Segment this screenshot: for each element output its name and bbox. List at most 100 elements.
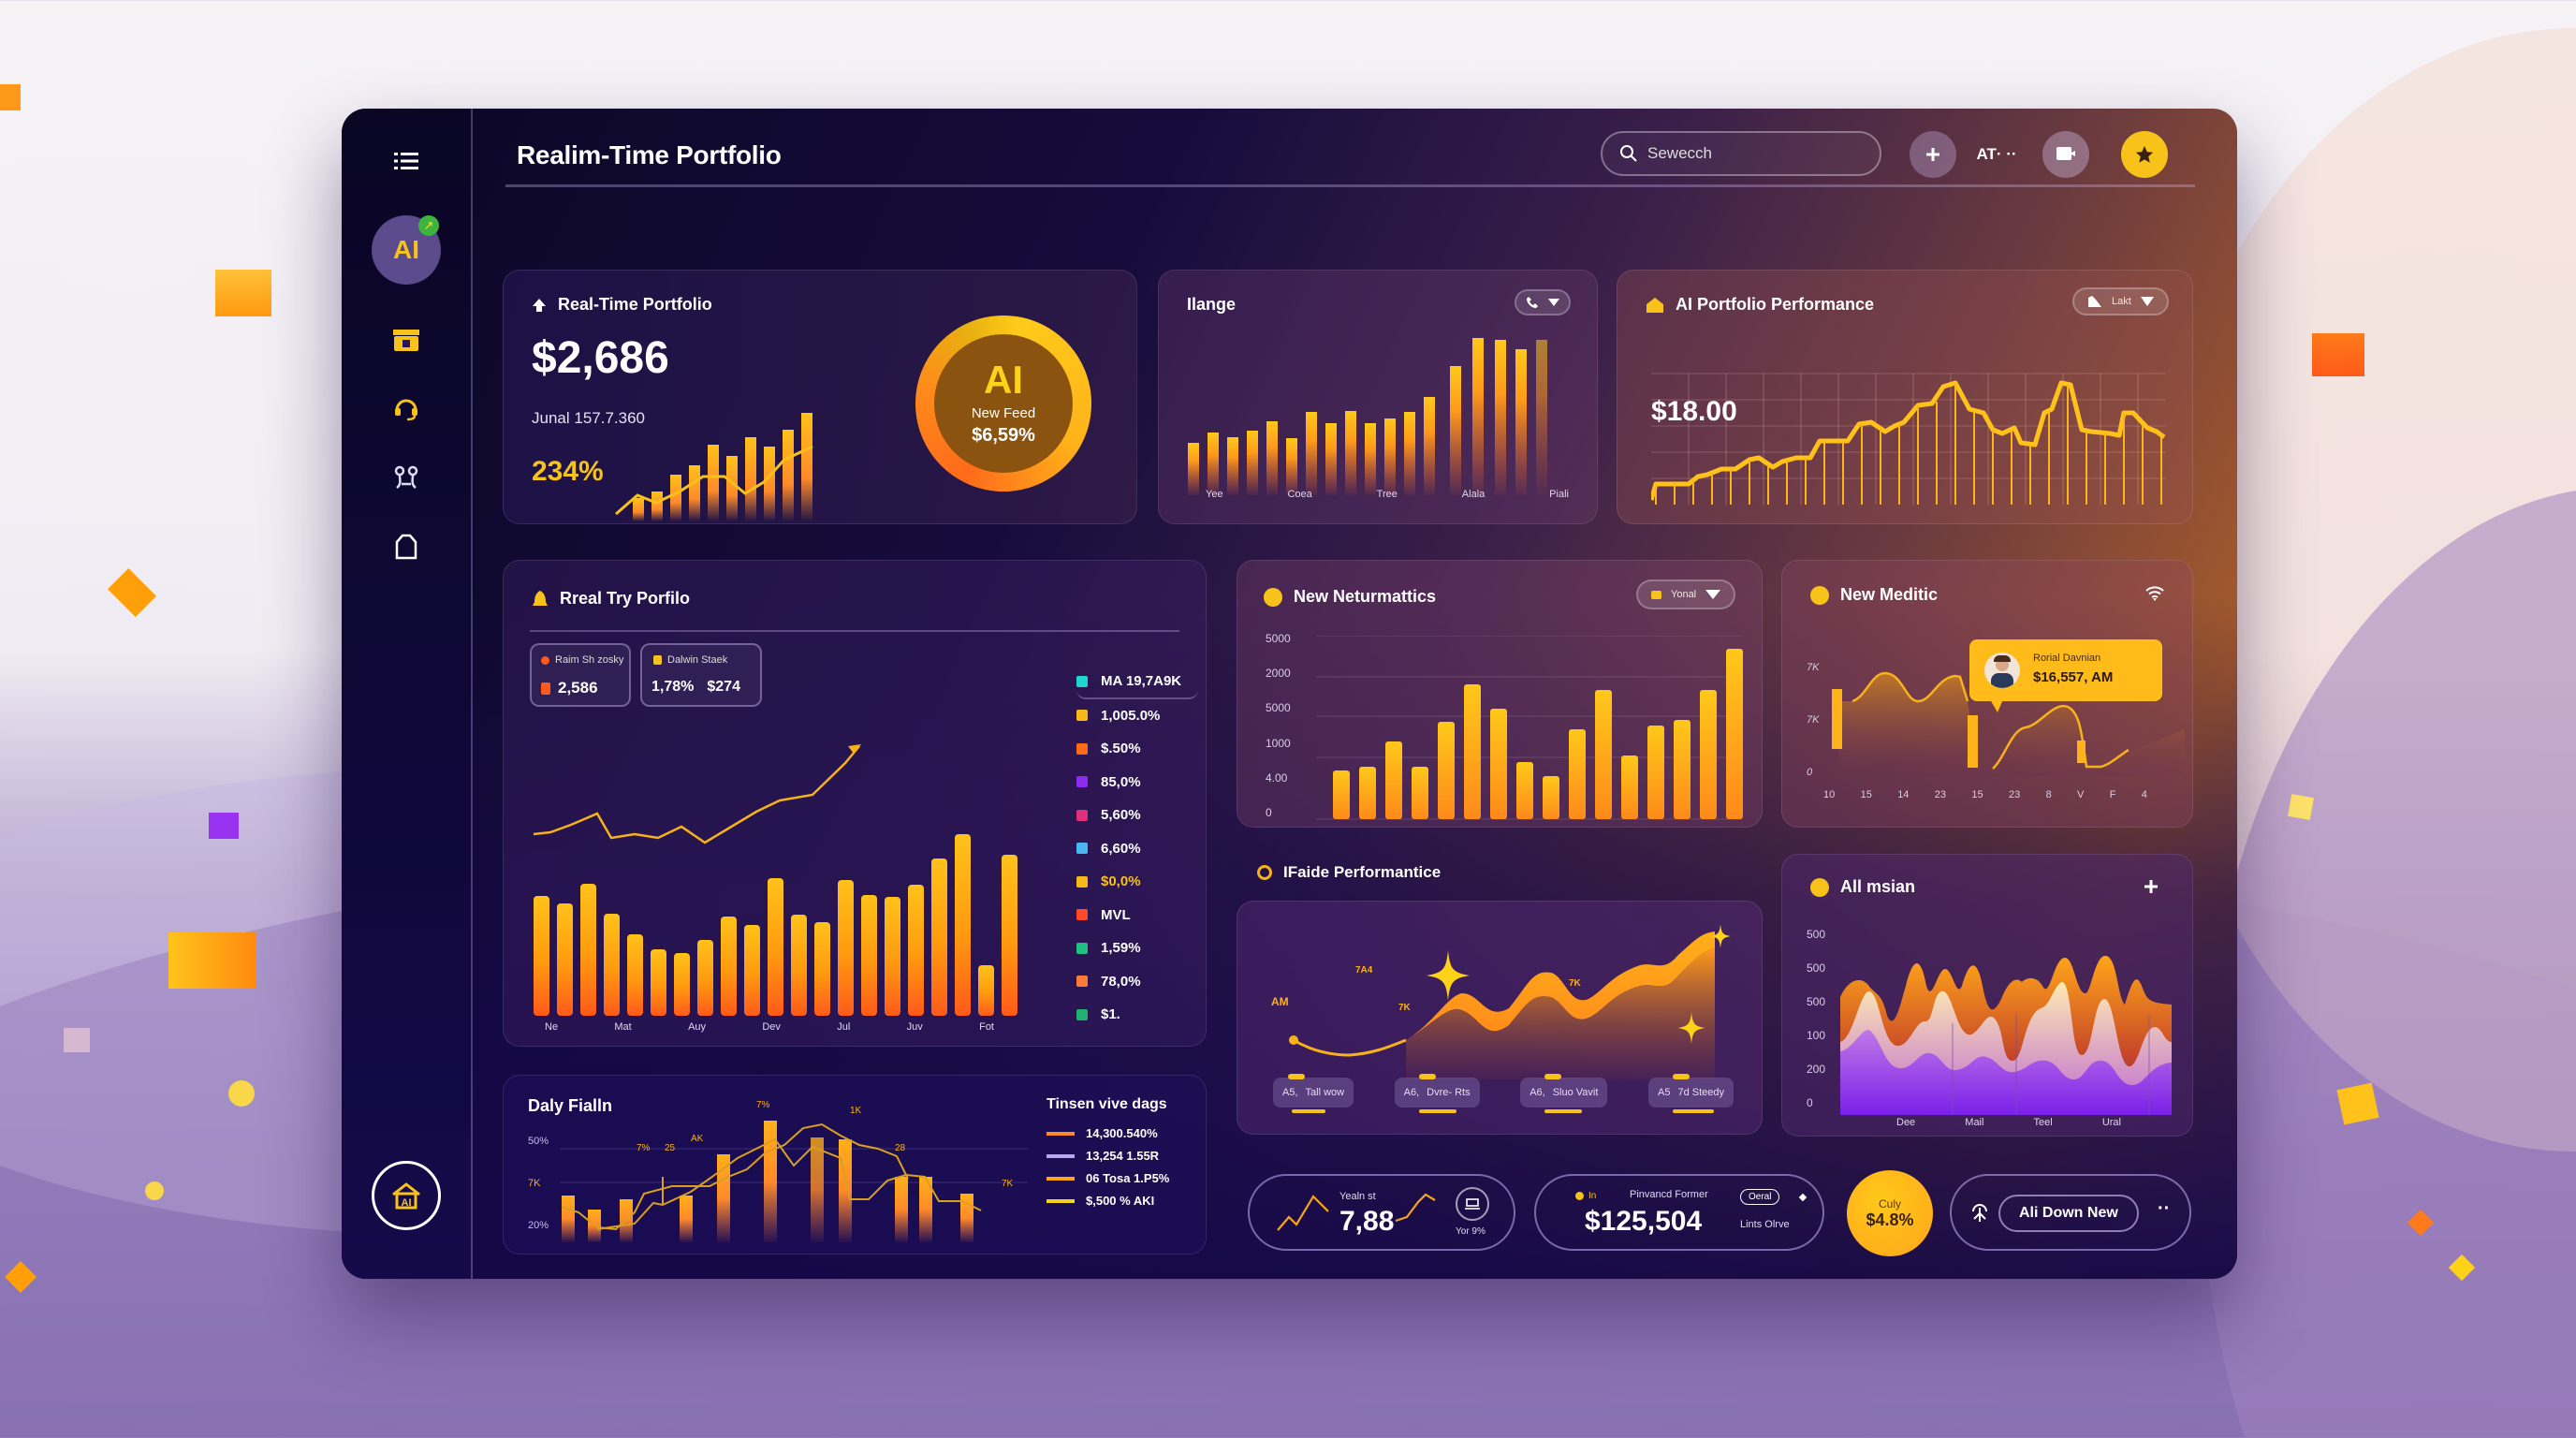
action-widget: Ali Down New ·· (1950, 1174, 2191, 1251)
chip[interactable]: A6, Dvre- Rts (1394, 1074, 1480, 1113)
legend-item[interactable]: 1,005.0% (1076, 699, 1198, 733)
stat-box-2[interactable]: Dalwin Staek 1,78% $274 (640, 643, 762, 707)
ai-avatar[interactable]: AI ↗ (372, 215, 441, 285)
legend-item[interactable]: 06 Tosa 1.P5% (1046, 1171, 1169, 1185)
dashboard-window: AI ↗ AI Realim-Time Portfolio Sewecch (342, 109, 2237, 1279)
finance-widget[interactable]: In Pinvancd Former $125,504 Oeral Lints … (1534, 1174, 1824, 1251)
menu-button[interactable] (388, 142, 425, 180)
y-axis: 5000 2000 5000 1000 4.00 0 (1266, 632, 1291, 819)
chevron-down-icon (1705, 590, 1721, 599)
range-dropdown[interactable]: Lakt (2072, 287, 2169, 315)
ring-value: $6,59% (972, 425, 1035, 446)
sidebar-item-support[interactable] (386, 388, 427, 429)
search-placeholder: Sewecch (1647, 144, 1712, 162)
legend-item[interactable]: 5,60% (1076, 799, 1198, 832)
more-button[interactable]: ·· (2158, 1198, 2171, 1219)
legend-item[interactable]: MA 19,7A9K (1076, 666, 1198, 699)
legend-item[interactable]: $1. (1076, 998, 1198, 1032)
legend-item[interactable]: 78,0% (1076, 965, 1198, 999)
chip[interactable]: A5, Tall wow (1273, 1074, 1354, 1113)
message-button[interactable] (2042, 131, 2089, 178)
sidebar-item-store[interactable] (386, 318, 427, 360)
message-icon (2056, 147, 2075, 160)
chart-label: 25 (665, 1143, 676, 1153)
legend-item[interactable]: 14,300.540% (1046, 1126, 1169, 1140)
daily-card: Daly Fialln 50% 7K 20% 7% 25 AK 7% 1K 28 7… (503, 1075, 1207, 1255)
card-title: New Meditic (1810, 585, 1938, 605)
ai-home-icon (392, 1182, 420, 1210)
faide-performance-card: AM 7A4 7K 7K A5, Tall wow A6, Dvre- Rts A6… (1237, 901, 1763, 1135)
legend-item[interactable]: $.50% (1076, 732, 1198, 766)
add-icon[interactable] (2144, 879, 2159, 894)
sparkle-icon (1709, 924, 1732, 948)
finance-label: Pinvancd Former (1630, 1189, 1708, 1200)
daily-legend: 14,300.540% 13,254 1.55R 06 Tosa 1.P5% $… (1046, 1126, 1169, 1208)
new-meditic-card: New Meditic 7K 7K 0 Rorial Davnian $16,557… (1781, 560, 2193, 828)
finance-chip[interactable]: Oeral (1740, 1189, 1780, 1205)
real-try-bar-chart (533, 744, 1017, 1016)
y-axis: 50% 7K 20% (528, 1136, 549, 1231)
menu-icon (394, 153, 418, 169)
chip[interactable]: A6, Sluo Vavit (1520, 1074, 1608, 1113)
ring-sub: New Feed (971, 405, 1036, 421)
chart-label: 7K (1002, 1179, 1014, 1189)
legend-item[interactable]: MVL (1076, 899, 1198, 932)
change-bar-chart (1188, 338, 1547, 495)
add-button[interactable] (1910, 131, 1956, 178)
legend-item[interactable]: $0,0% (1076, 865, 1198, 899)
square-decoration (64, 1028, 90, 1052)
meditic-area-chart (1832, 671, 2185, 776)
home-icon (1647, 297, 1663, 313)
top-header: Realim-Time Portfolio Sewecch AT· ·· (505, 109, 2195, 187)
faide-chips: A5, Tall wow A6, Dvre- Rts A6, Sluo Vavit A… (1273, 1074, 1734, 1113)
performance-line-chart (1651, 373, 2166, 505)
chart-label: 7K (1569, 978, 1581, 989)
stat-box-1[interactable]: Raim Sh zosky 2,586 (530, 643, 631, 707)
bag-icon (395, 534, 417, 560)
legend-item[interactable]: 1,59% (1076, 932, 1198, 965)
chevron-down-icon (2140, 297, 2154, 306)
phone-icon (1527, 297, 1538, 308)
ali-down-new-button[interactable]: Ali Down New (1998, 1195, 2139, 1232)
card-title: AI Portfolio Performance (1646, 295, 1874, 315)
change-filter-dropdown[interactable] (1515, 289, 1571, 315)
square-decoration (2336, 1082, 2379, 1125)
yield-chart-button[interactable] (1456, 1187, 1489, 1221)
faide-area-chart (1289, 932, 1715, 1079)
legend-item[interactable]: 85,0% (1076, 766, 1198, 800)
period-dropdown[interactable]: Yonal (1636, 580, 1736, 609)
sidebar-item-network[interactable] (386, 457, 427, 498)
tooltip-value: $16,557, AM (2033, 669, 2114, 685)
culy-badge[interactable]: Culy $4.8% (1847, 1170, 1933, 1256)
legend-item[interactable]: 6,60% (1076, 832, 1198, 866)
chart-icon (2088, 296, 2101, 307)
arrow-up-icon (533, 298, 546, 312)
plus-icon (1926, 148, 1939, 161)
chat-bubble-decoration (215, 270, 271, 316)
chat-bubble-decoration (168, 932, 256, 989)
language-button[interactable]: AT· ·· (1966, 131, 2027, 178)
status-dot (1264, 587, 1282, 607)
yield-value: 7,88 (1339, 1206, 1395, 1237)
wifi-icon[interactable] (2145, 585, 2164, 602)
ai-home-button[interactable]: AI (372, 1161, 441, 1230)
sidebar-item-bag[interactable] (386, 526, 427, 567)
y-axis: 7K 7K 0 (1807, 662, 1820, 778)
chip[interactable]: A5 7d Steedy (1647, 1074, 1734, 1113)
legend-item[interactable]: $,500 % AKI (1046, 1194, 1169, 1208)
chart-label: AM (1271, 995, 1289, 1008)
card-title: Real-Time Portfolio (532, 295, 712, 315)
sparkle-icon (1427, 950, 1470, 1001)
chart-label: 7A4 (1355, 965, 1373, 976)
new-neturmattics-card: New Neturmattics Yonal 5000 2000 5000 1000 4… (1237, 560, 1763, 828)
avatar-label: AI (393, 235, 419, 264)
x-axis: Dee Mail Teel Ural (1896, 1117, 2121, 1128)
faide-section-title: IFaide Performantice (1257, 863, 1441, 882)
yield-widget[interactable]: Yealn st 7,88 Yor 9% (1248, 1174, 1515, 1251)
search-input[interactable]: Sewecch (1601, 131, 1881, 176)
card-title: New Neturmattics (1264, 587, 1436, 607)
legend-item[interactable]: 13,254 1.55R (1046, 1149, 1169, 1163)
favorites-button[interactable] (2121, 131, 2168, 178)
status-badge: ↗ (418, 215, 439, 236)
culy-value: $4.8% (1866, 1210, 1914, 1229)
